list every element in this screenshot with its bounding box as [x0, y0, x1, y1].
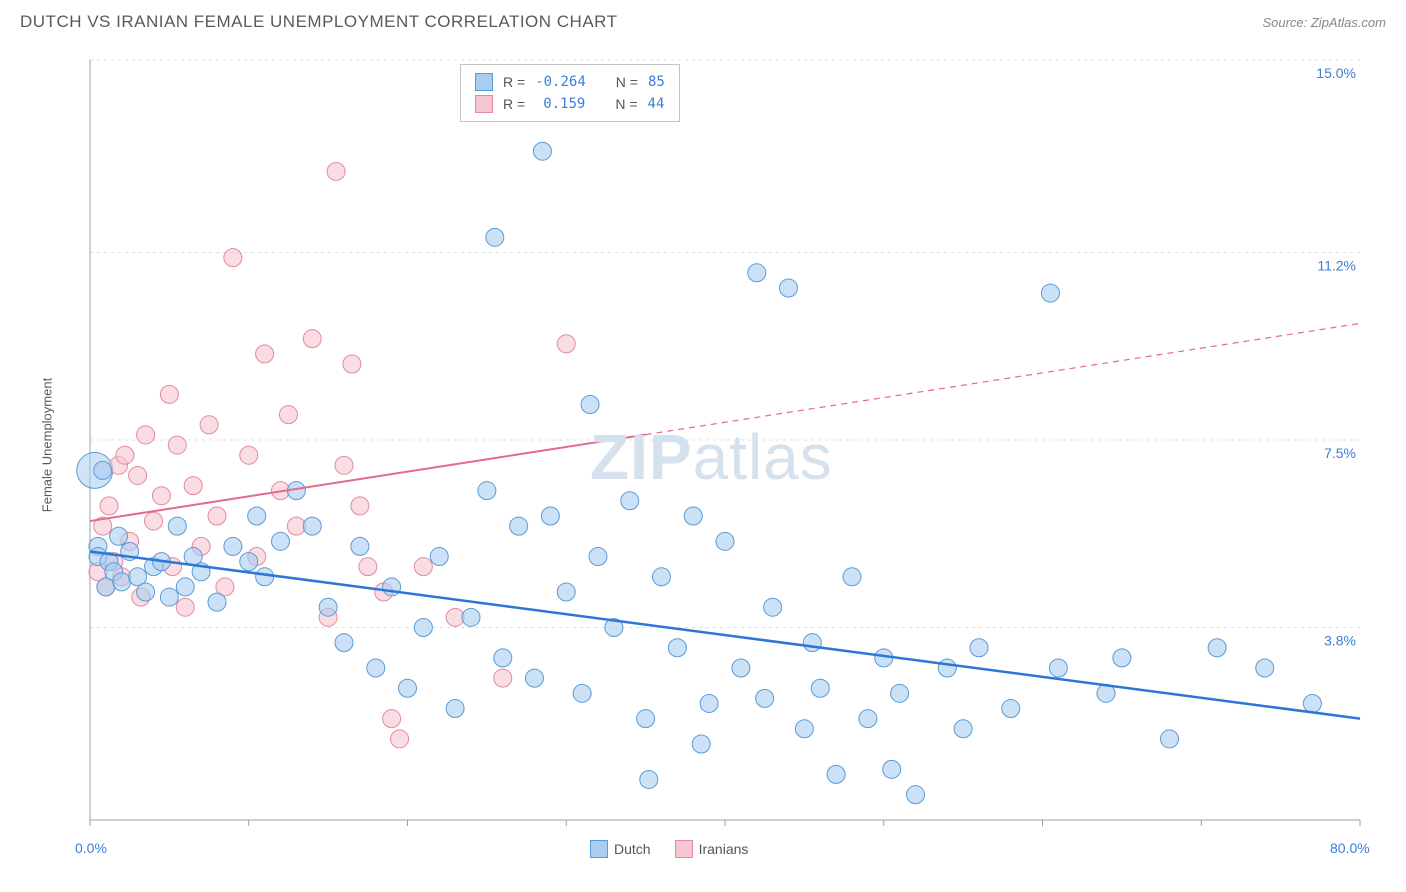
- correlation-row-iranians: R = 0.159 N = 44: [475, 93, 665, 115]
- svg-text:7.5%: 7.5%: [1324, 445, 1356, 461]
- legend-label-dutch: Dutch: [614, 841, 651, 857]
- n-label: N =: [615, 93, 637, 115]
- source-name: ZipAtlas.com: [1311, 15, 1386, 30]
- swatch-iranians: [475, 95, 493, 113]
- swatch-dutch: [475, 73, 493, 91]
- r-value-dutch: -0.264: [535, 71, 586, 93]
- r-label: R =: [503, 93, 525, 115]
- svg-text:15.0%: 15.0%: [1316, 65, 1356, 81]
- legend-swatch-iranians: [675, 840, 693, 858]
- correlation-legend-box: R = -0.264 N = 85 R = 0.159 N = 44: [460, 64, 680, 122]
- scatter-chart: 3.8% 7.5% 11.2% 15.0%: [50, 50, 1386, 870]
- legend-bottom: Dutch Iranians: [590, 840, 748, 858]
- n-value-iranians: 44: [648, 93, 665, 115]
- source-prefix: Source:: [1262, 15, 1310, 30]
- legend-item-iranians: Iranians: [675, 840, 749, 858]
- svg-text:11.2%: 11.2%: [1317, 258, 1356, 274]
- x-axis-end-label: 80.0%: [1330, 840, 1370, 856]
- r-label: R =: [503, 71, 525, 93]
- legend-swatch-dutch: [590, 840, 608, 858]
- r-value-iranians: 0.159: [535, 93, 585, 115]
- x-axis-start-label: 0.0%: [75, 840, 107, 856]
- chart-title: DUTCH VS IRANIAN FEMALE UNEMPLOYMENT COR…: [20, 12, 618, 32]
- source-attribution: Source: ZipAtlas.com: [1262, 15, 1386, 30]
- legend-item-dutch: Dutch: [590, 840, 651, 858]
- n-value-dutch: 85: [648, 71, 665, 93]
- svg-text:3.8%: 3.8%: [1324, 632, 1356, 648]
- n-label: N =: [616, 71, 638, 93]
- chart-container: Female Unemployment 3.8%7.5%11.2%15.0% Z…: [50, 50, 1386, 840]
- correlation-row-dutch: R = -0.264 N = 85: [475, 71, 665, 93]
- legend-label-iranians: Iranians: [699, 841, 749, 857]
